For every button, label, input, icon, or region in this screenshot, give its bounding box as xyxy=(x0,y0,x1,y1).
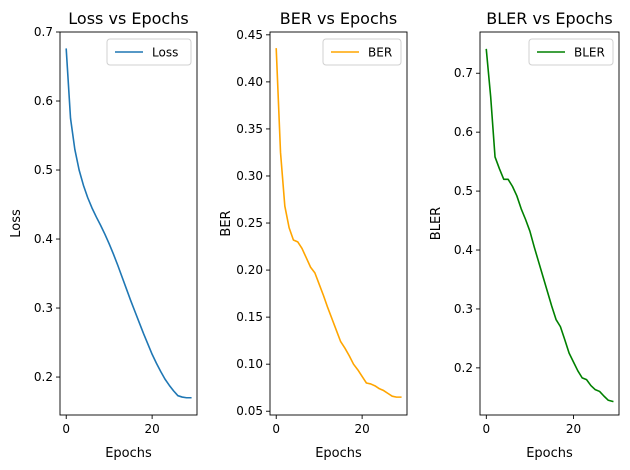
ber-chart: BER vs Epochs 0 20 0.05 0.10 0.15 0.20 0.25 0.30… xyxy=(219,9,408,461)
loss-y-tick-label: 0.4 xyxy=(34,232,53,246)
bler-y-tick-label: 0.4 xyxy=(454,243,473,257)
bler-chart: BLER vs Epochs 0 20 0.2 0.3 0.4 0.5 0.6 0.7 Epoch… xyxy=(429,9,620,461)
loss-x-axis-label: Epochs xyxy=(105,446,152,461)
bler-legend-box xyxy=(528,38,614,66)
ber-y-tick-label: 0.20 xyxy=(236,263,263,277)
ber-x-tick-label: 0 xyxy=(272,422,280,436)
loss-chart-title: Loss vs Epochs xyxy=(68,9,188,28)
ber-series-line xyxy=(275,48,402,398)
ber-y-tick-label: 0.35 xyxy=(236,122,263,136)
bler-y-tick-label: 0.5 xyxy=(454,184,473,198)
loss-legend-label: Loss xyxy=(152,46,178,60)
bler-y-tick-label: 0.2 xyxy=(454,361,473,375)
loss-y-tick-label: 0.2 xyxy=(34,370,53,384)
loss-y-tick-label: 0.3 xyxy=(34,301,53,315)
bler-y-tick-label: 0.7 xyxy=(454,66,473,80)
ber-y-tick-label: 0.10 xyxy=(236,357,263,371)
bler-legend-label: BLER xyxy=(574,46,605,60)
ber-x-axis-label: Epochs xyxy=(315,446,362,461)
ber-x-tick-label: 20 xyxy=(354,422,369,436)
bler-chart-title: BLER vs Epochs xyxy=(486,9,612,28)
ber-plot-frame xyxy=(269,31,408,416)
loss-x-tick-label: 20 xyxy=(144,422,159,436)
loss-plot-frame xyxy=(59,31,198,416)
ber-legend-label: BER xyxy=(368,46,392,60)
ber-y-axis-label: BER xyxy=(219,210,234,236)
loss-y-tick-label: 0.7 xyxy=(34,25,53,39)
loss-y-axis-label: Loss xyxy=(9,209,24,238)
ber-y-tick-label: 0.25 xyxy=(236,216,263,230)
loss-x-tick-label: 0 xyxy=(62,422,70,436)
ber-chart-title: BER vs Epochs xyxy=(280,9,398,28)
bler-series-line xyxy=(485,48,614,403)
bler-y-axis-label: BLER xyxy=(429,207,444,240)
loss-series-line xyxy=(65,48,192,399)
ber-legend: BER xyxy=(322,38,402,66)
ber-y-tick-label: 0.15 xyxy=(236,310,263,324)
loss-y-tick-label: 0.6 xyxy=(34,94,53,108)
bler-plot-frame xyxy=(479,31,620,416)
ber-y-tick-label: 0.05 xyxy=(236,404,263,418)
loss-legend-box xyxy=(106,38,192,66)
loss-legend: Loss xyxy=(106,38,192,66)
bler-x-axis-label: Epochs xyxy=(526,446,573,461)
bler-y-tick-label: 0.3 xyxy=(454,302,473,316)
bler-x-tick-label: 20 xyxy=(566,422,581,436)
bler-legend: BLER xyxy=(528,38,614,66)
bler-x-tick-label: 0 xyxy=(482,422,490,436)
loss-y-tick-label: 0.5 xyxy=(34,163,53,177)
ber-legend-box xyxy=(322,38,402,66)
bler-y-tick-label: 0.6 xyxy=(454,125,473,139)
ber-y-tick-label: 0.45 xyxy=(236,28,263,42)
ber-y-tick-label: 0.30 xyxy=(236,169,263,183)
ber-y-tick-label: 0.40 xyxy=(236,75,263,89)
loss-chart: Loss vs Epochs 0 20 0.2 0.3 0.4 0.5 0.6 0.7 Epoch… xyxy=(9,9,198,461)
